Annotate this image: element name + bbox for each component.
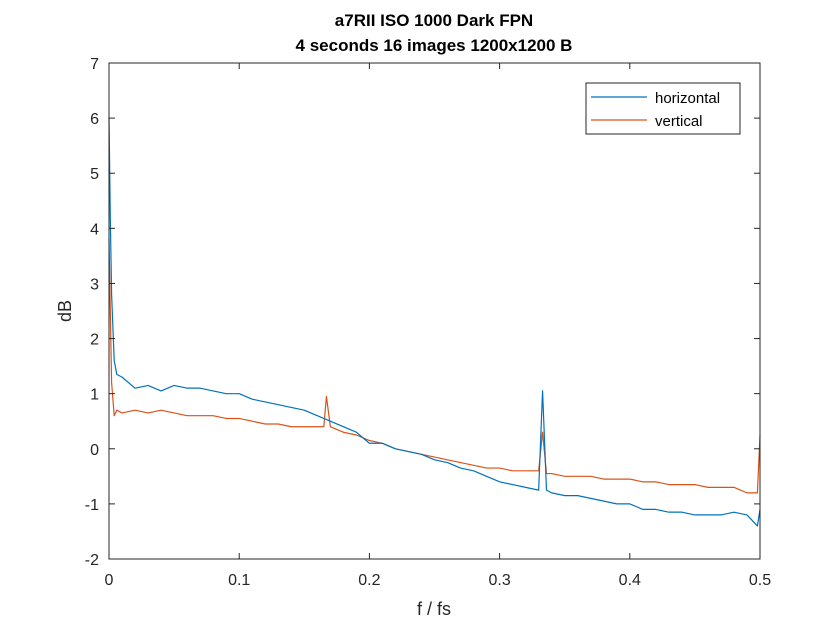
- y-tick-label: 0: [90, 442, 99, 459]
- y-tick-label: 1: [90, 387, 99, 404]
- y-tick-label: -2: [85, 552, 99, 569]
- legend-label-horizontal: horizontal: [655, 90, 720, 107]
- x-tick-label: 0: [105, 572, 114, 589]
- series-line-horizontal: [108, 118, 761, 527]
- y-tick-label: 2: [90, 332, 99, 349]
- chart-title-line-1: a7RII ISO 1000 Dark FPN: [335, 11, 533, 30]
- x-tick-label: 0.3: [488, 572, 510, 589]
- plot-box: [108, 62, 761, 560]
- y-tick-label: 7: [90, 56, 99, 73]
- legend-box: [585, 82, 741, 135]
- y-tick-label: 4: [90, 221, 99, 238]
- y-tick-label: 3: [90, 276, 99, 293]
- x-tick-label: 0.4: [619, 572, 641, 589]
- x-tick-label: 0.1: [228, 572, 250, 589]
- legend-label-vertical: vertical: [655, 113, 703, 130]
- x-tick-label: 0.5: [749, 572, 771, 589]
- y-axis-label: dB: [55, 300, 75, 322]
- y-tick-label: -1: [85, 497, 99, 514]
- y-tick-label: 6: [90, 111, 99, 128]
- plot-area: [109, 63, 760, 559]
- x-axis-label: f / fs: [417, 599, 451, 619]
- legend: horizontal vertical: [585, 82, 741, 135]
- series-layer: [108, 118, 761, 527]
- x-tick-label: 0.2: [358, 572, 380, 589]
- chart-title-line-2: 4 seconds 16 images 1200x1200 B: [296, 36, 573, 55]
- y-tick-label: 5: [90, 166, 99, 183]
